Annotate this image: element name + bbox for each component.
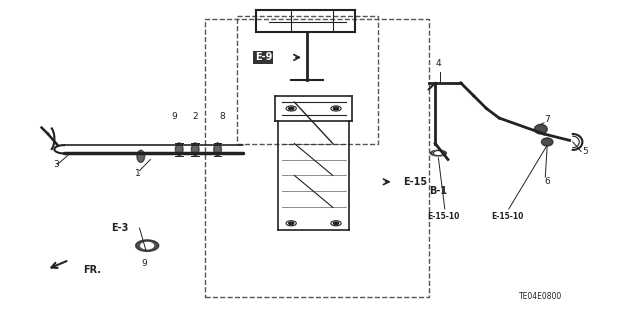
Text: 9: 9 <box>141 259 147 268</box>
Ellipse shape <box>137 150 145 162</box>
Circle shape <box>289 107 294 110</box>
Text: 7: 7 <box>545 115 550 124</box>
Circle shape <box>433 151 444 156</box>
Ellipse shape <box>214 143 221 156</box>
Text: E-15-10: E-15-10 <box>428 212 460 221</box>
Text: 9: 9 <box>172 112 177 121</box>
Circle shape <box>141 242 154 249</box>
Text: 4: 4 <box>436 59 441 68</box>
Ellipse shape <box>541 138 553 146</box>
Circle shape <box>136 240 159 251</box>
Text: B-1: B-1 <box>429 186 447 197</box>
Text: 6: 6 <box>545 177 550 186</box>
Text: 1: 1 <box>135 169 140 178</box>
Ellipse shape <box>534 124 547 134</box>
Text: E-9: E-9 <box>255 52 272 63</box>
Text: 5: 5 <box>583 147 588 156</box>
Text: TE04E0800: TE04E0800 <box>519 292 563 301</box>
Text: E-3: E-3 <box>111 223 128 233</box>
Text: 3: 3 <box>54 160 59 169</box>
Ellipse shape <box>191 143 199 156</box>
Ellipse shape <box>175 143 183 156</box>
Text: E-15: E-15 <box>403 177 428 187</box>
Circle shape <box>333 222 339 225</box>
Text: 2: 2 <box>193 112 198 121</box>
Ellipse shape <box>431 150 447 156</box>
Text: FR.: FR. <box>83 264 101 275</box>
Circle shape <box>289 222 294 225</box>
Text: 8: 8 <box>220 112 225 121</box>
Text: E-15-10: E-15-10 <box>492 212 524 221</box>
Circle shape <box>333 107 339 110</box>
